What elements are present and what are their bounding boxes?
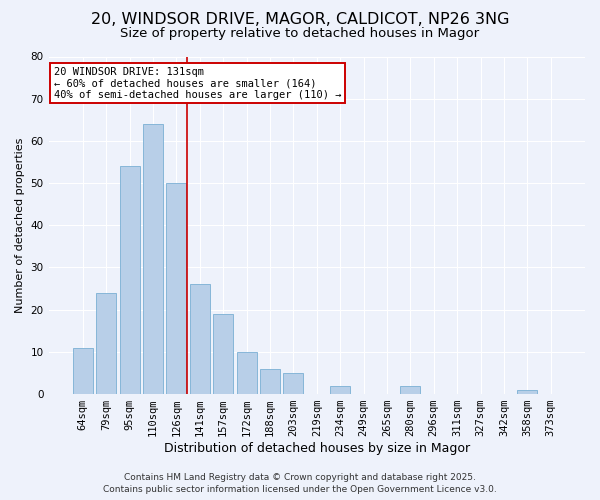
Bar xyxy=(330,386,350,394)
Bar xyxy=(213,314,233,394)
Bar xyxy=(73,348,93,394)
Bar xyxy=(143,124,163,394)
Text: Contains HM Land Registry data © Crown copyright and database right 2025.
Contai: Contains HM Land Registry data © Crown c… xyxy=(103,472,497,494)
Y-axis label: Number of detached properties: Number of detached properties xyxy=(15,138,25,313)
Text: 20, WINDSOR DRIVE, MAGOR, CALDICOT, NP26 3NG: 20, WINDSOR DRIVE, MAGOR, CALDICOT, NP26… xyxy=(91,12,509,28)
Bar xyxy=(517,390,537,394)
Bar xyxy=(120,166,140,394)
X-axis label: Distribution of detached houses by size in Magor: Distribution of detached houses by size … xyxy=(164,442,470,455)
Bar xyxy=(400,386,420,394)
Bar xyxy=(236,352,257,394)
Bar xyxy=(97,293,116,394)
Bar xyxy=(190,284,210,394)
Text: 20 WINDSOR DRIVE: 131sqm
← 60% of detached houses are smaller (164)
40% of semi-: 20 WINDSOR DRIVE: 131sqm ← 60% of detach… xyxy=(54,66,341,100)
Bar xyxy=(166,183,187,394)
Text: Size of property relative to detached houses in Magor: Size of property relative to detached ho… xyxy=(121,28,479,40)
Bar xyxy=(283,373,304,394)
Bar xyxy=(260,369,280,394)
